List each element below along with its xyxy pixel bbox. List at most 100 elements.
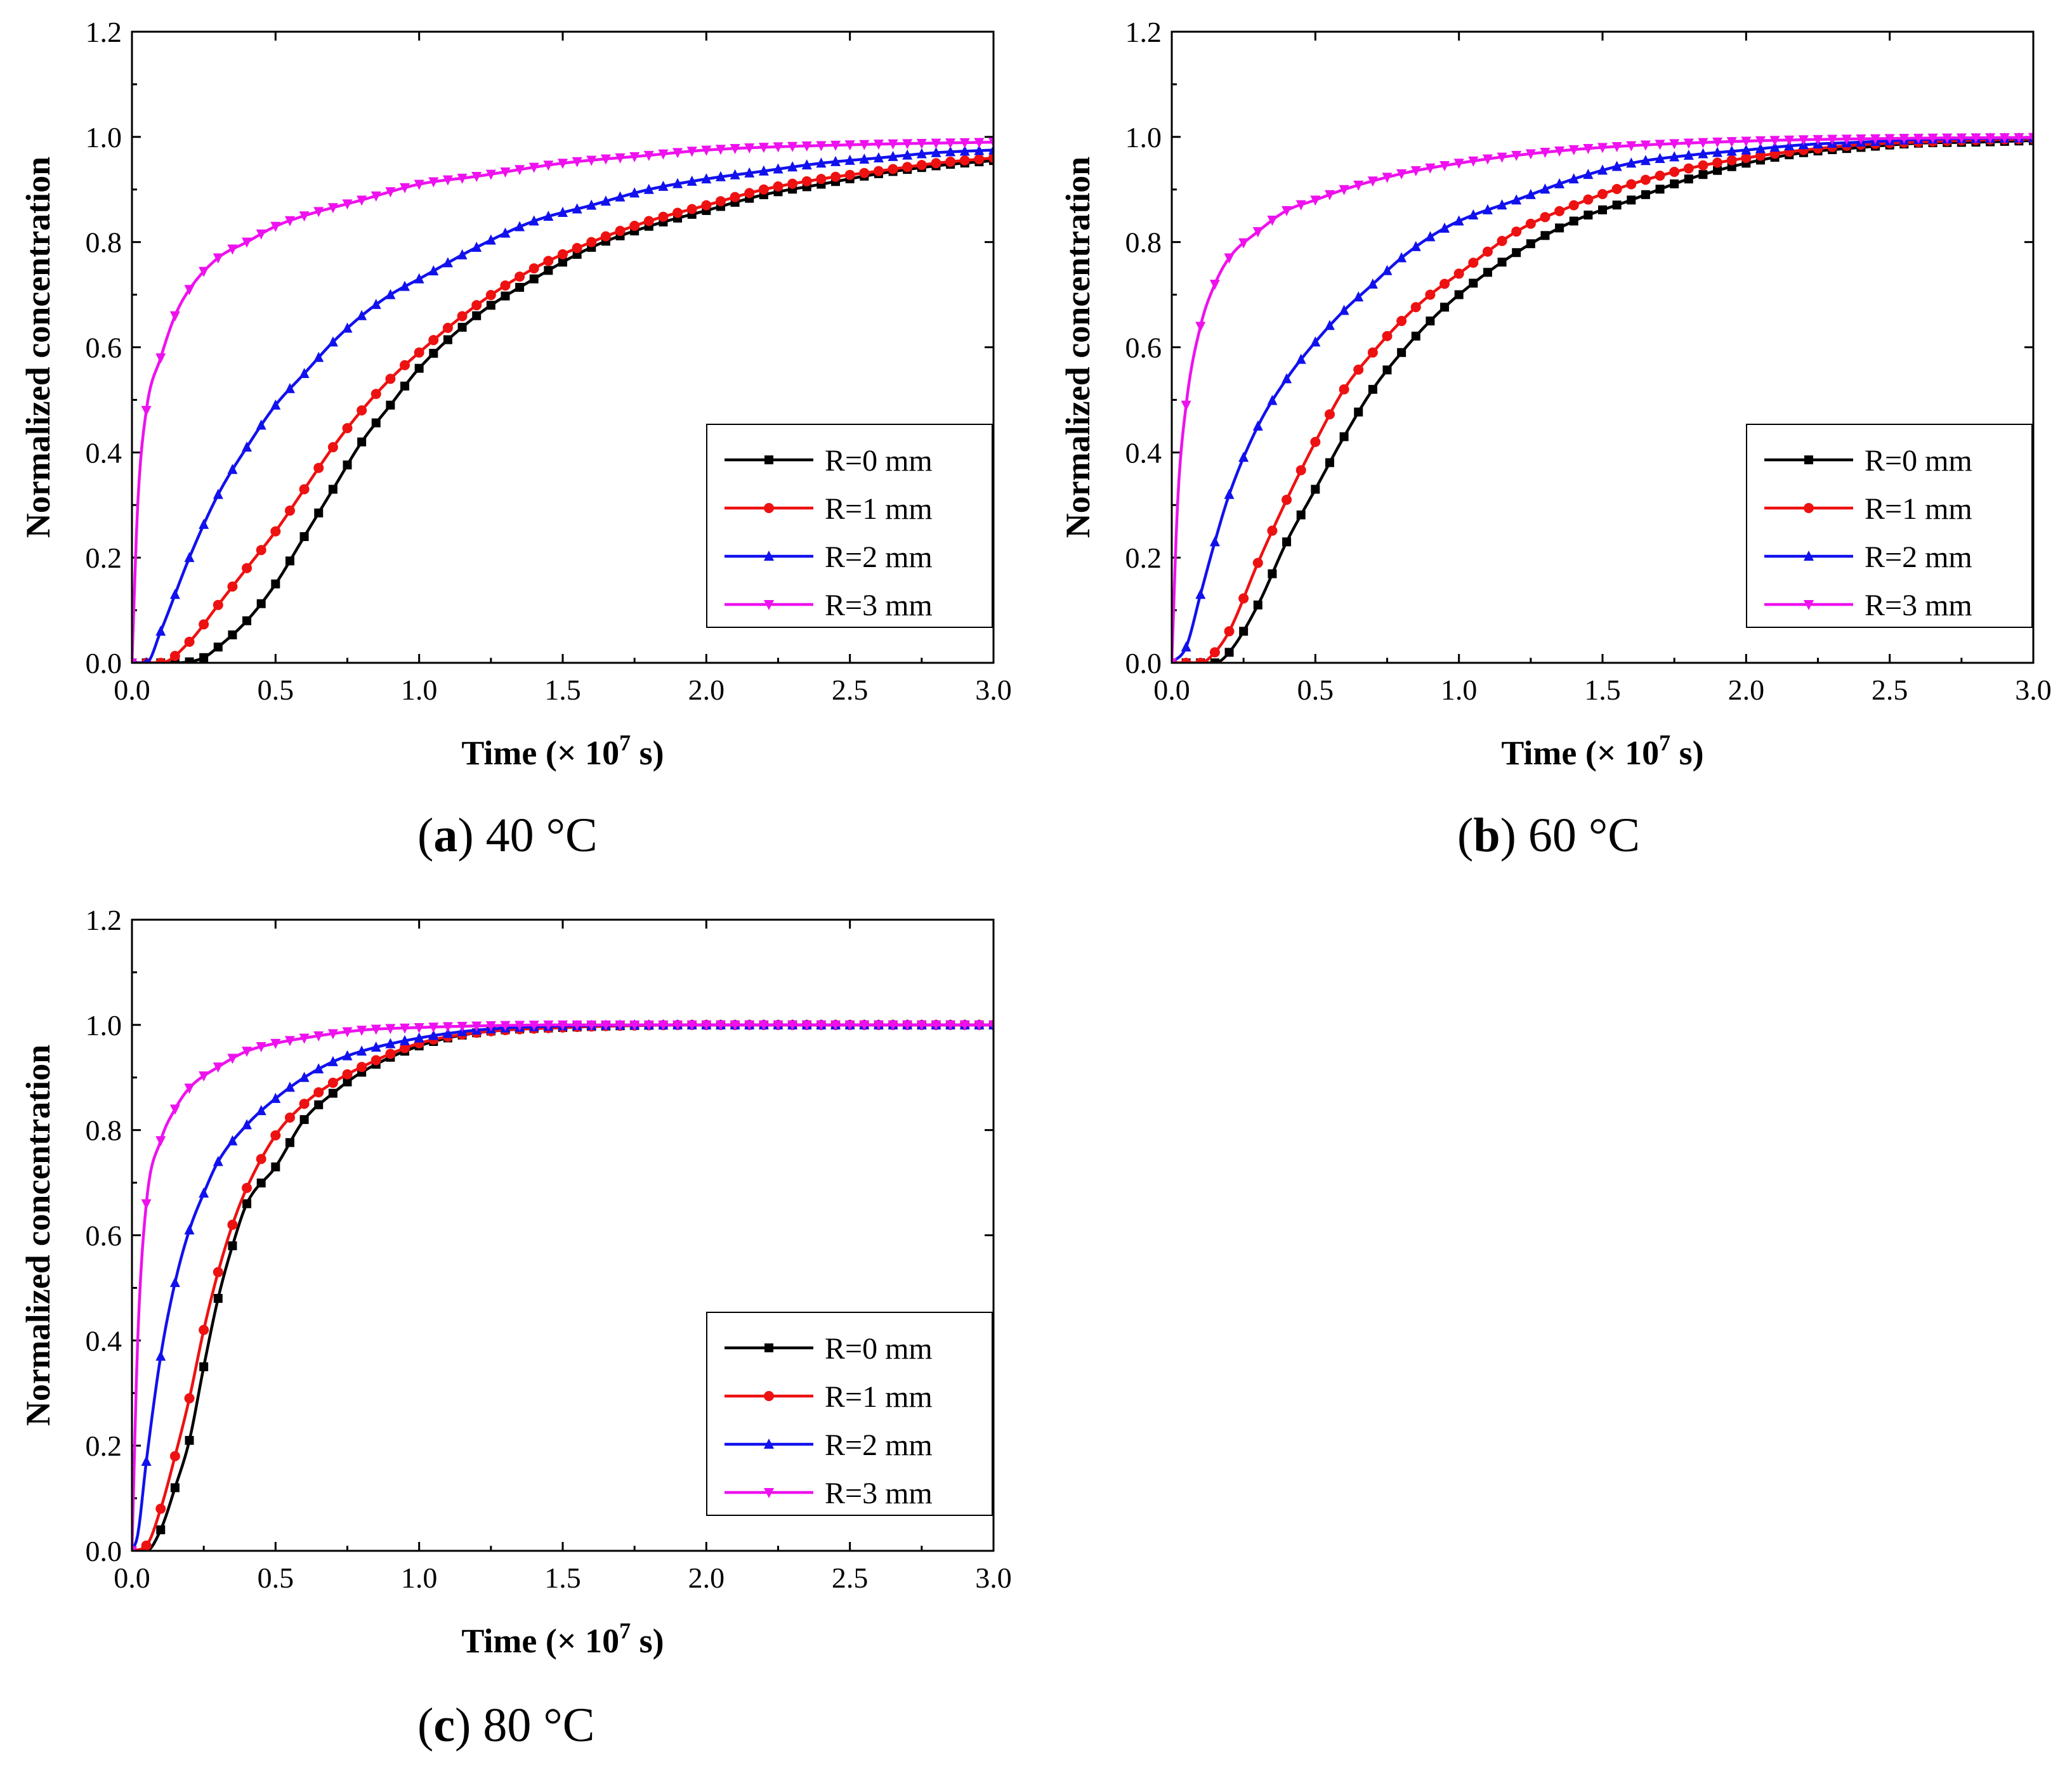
data-point <box>643 1020 654 1031</box>
data-point <box>1597 164 1608 175</box>
data-point <box>270 1038 281 1049</box>
data-point <box>744 143 755 154</box>
data-point <box>816 1020 827 1031</box>
x-tick-label: 0.5 <box>258 1562 294 1594</box>
data-point <box>1282 494 1292 505</box>
y-tick-label: 1.0 <box>86 1009 122 1041</box>
data-point <box>1339 384 1349 395</box>
data-point <box>916 138 927 149</box>
data-point <box>400 1043 410 1054</box>
legend-label: R=3 mm <box>1865 589 1972 622</box>
data-point <box>945 156 956 167</box>
data-point <box>357 1045 367 1056</box>
data-point <box>299 1115 309 1125</box>
data-point <box>1267 215 1278 226</box>
x-axis-title: Time (× 107 s) <box>461 730 664 772</box>
data-point <box>342 322 353 333</box>
series-r3mm <box>132 138 993 663</box>
data-point <box>586 1020 597 1031</box>
data-point <box>1195 589 1206 599</box>
data-point <box>400 183 410 193</box>
data-point <box>1712 147 1723 157</box>
plot-frame <box>131 30 995 664</box>
data-point <box>442 175 453 186</box>
data-point <box>1282 537 1292 547</box>
caption-paren-open: ( <box>417 1699 433 1752</box>
data-point <box>758 165 769 176</box>
x-axis-title: Time (× 107 s) <box>461 1618 664 1660</box>
y-tick-label: 0.6 <box>86 332 122 364</box>
legend-marker <box>764 1439 774 1449</box>
data-point <box>974 153 985 164</box>
data-point <box>801 176 812 186</box>
data-point <box>471 300 482 311</box>
data-point <box>1584 211 1593 220</box>
data-point <box>515 165 525 176</box>
y-axis-title: Normalized concentration <box>1059 157 1097 538</box>
data-point <box>501 291 510 301</box>
data-point <box>400 1035 410 1045</box>
y-tick-label: 0.8 <box>86 1114 122 1147</box>
data-point <box>658 149 669 160</box>
data-point <box>184 285 195 296</box>
data-point <box>701 173 712 184</box>
data-point <box>816 157 827 168</box>
data-point <box>328 1088 338 1098</box>
data-point <box>801 159 812 170</box>
chart-panel-a: 0.0 0.5 1.0 1.5 2.0 2.5 3.0 0.0 0.2 0.4 0.6 0.8 1.0 1… <box>19 16 1012 862</box>
data-point <box>299 211 310 222</box>
data-point <box>457 1021 468 1032</box>
x-tick-label: 1.0 <box>401 674 438 706</box>
data-point <box>1353 180 1364 191</box>
data-point <box>572 157 582 167</box>
data-point <box>228 1241 237 1251</box>
data-point <box>1512 248 1521 258</box>
data-point <box>343 460 352 470</box>
data-point <box>370 1041 381 1052</box>
data-point <box>1252 558 1263 568</box>
x-tick-label: 0.0 <box>1153 674 1190 706</box>
data-point <box>816 174 827 185</box>
data-point <box>1569 216 1578 226</box>
data-point <box>357 405 367 415</box>
legend-label: R=3 mm <box>825 1477 933 1510</box>
data-point <box>1195 322 1206 332</box>
x-tick-label: 1.0 <box>401 1562 438 1594</box>
data-point <box>1525 188 1536 199</box>
data-point <box>284 1081 295 1092</box>
data-point <box>773 163 784 174</box>
data-point <box>600 195 611 206</box>
data-point <box>1396 169 1407 180</box>
data-point <box>744 167 755 178</box>
data-point <box>141 1456 152 1466</box>
data-point <box>787 1020 798 1031</box>
data-point <box>313 351 324 362</box>
data-point <box>1741 136 1752 147</box>
caption-text: ) 60 °C <box>1500 809 1640 862</box>
data-point <box>1726 155 1737 166</box>
data-point <box>730 192 740 202</box>
data-point <box>1755 136 1766 147</box>
data-point <box>1698 148 1708 159</box>
data-point <box>1439 278 1450 289</box>
data-point <box>1540 183 1551 194</box>
data-point <box>400 1023 410 1034</box>
data-point <box>1713 166 1722 175</box>
data-point <box>213 1267 223 1277</box>
data-point <box>830 171 841 182</box>
data-point <box>370 191 381 202</box>
data-point <box>1827 134 1838 145</box>
y-tick-label: 0.2 <box>1125 542 1162 574</box>
data-point <box>1324 409 1335 420</box>
data-point <box>1181 641 1191 652</box>
data-point <box>558 249 568 259</box>
data-point <box>888 1020 898 1031</box>
data-point <box>1224 253 1235 264</box>
data-point <box>313 1031 324 1041</box>
data-point <box>1439 160 1450 171</box>
data-point <box>485 169 496 180</box>
legend-marker <box>1804 503 1814 513</box>
data-point <box>2028 133 2033 143</box>
data-point <box>1540 212 1551 223</box>
data-point <box>558 258 567 267</box>
